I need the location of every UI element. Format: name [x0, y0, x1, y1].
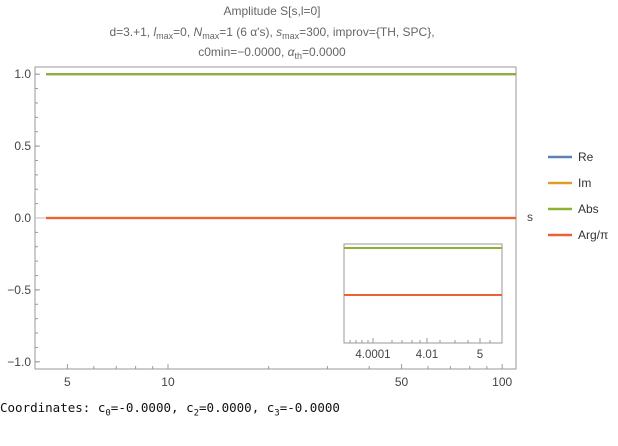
chart-title-line-1: Amplitude S[s,l=0] — [223, 4, 320, 18]
legend-label: Abs — [578, 202, 599, 216]
title-alpha-symbol: α — [288, 45, 296, 59]
c3-sub: 3 — [274, 408, 280, 419]
inset-x-tick-label: 4.01 — [416, 349, 438, 361]
c0-symbol: c — [97, 400, 106, 415]
inset-x-axis: 4.0001 4.01 5 — [349, 338, 491, 361]
coordinates-prefix: Coordinates: — [0, 400, 98, 415]
c0-value: =-0.0000, — [110, 400, 187, 415]
legend-label: Re — [578, 150, 594, 164]
c0-sub: 0 — [105, 408, 111, 419]
legend-label: Arg/π — [578, 228, 608, 242]
title-alpha-value: =0.0000 — [302, 45, 346, 59]
inset-frame — [343, 243, 503, 344]
y-tick-label: −1.0 — [7, 355, 31, 369]
title-lmax-symbol: l — [153, 25, 156, 39]
title-lmax-value: =0, — [173, 25, 193, 39]
inset-x-tick-label: 4.0001 — [355, 349, 390, 361]
title-d-part: d=3.+1, — [109, 25, 153, 39]
c2-symbol: c — [186, 400, 194, 415]
c3-value: =-0.0000 — [279, 400, 340, 415]
inset-series-group — [344, 247, 502, 296]
x-tick-label: 50 — [395, 375, 409, 389]
x-axis-label: s — [527, 210, 533, 224]
title-smax-symbol: s — [276, 25, 282, 39]
c2-sub: 2 — [193, 408, 200, 419]
c3-symbol: c — [266, 400, 275, 415]
x-tick-label: 5 — [64, 375, 71, 389]
coordinates-readout: Coordinates: c0=-0.0000, c2=0.0000, c3=-… — [0, 400, 340, 419]
inset-plot: 4.0001 4.01 5 — [343, 243, 503, 361]
main-series-group — [46, 73, 516, 220]
title-nmax-sub: max — [202, 31, 220, 41]
title-smax-value: =300, improv={TH, SPC}, — [299, 25, 434, 39]
c2-value: =0.0000, — [199, 400, 267, 415]
y-tick-label: −0.5 — [7, 283, 31, 297]
title-nmax-symbol: N — [194, 25, 203, 39]
y-tick-label: 1.0 — [14, 67, 31, 81]
chart-title-line-3: c0min=−0.0000, αth=0.0000 — [198, 45, 346, 61]
y-tick-label: 0.0 — [14, 211, 31, 225]
title-alpha-sub: th — [295, 51, 303, 61]
title-lmax-sub: max — [156, 31, 174, 41]
legend: Re Im Abs Arg/π — [548, 150, 608, 242]
chart-title-line-2: d=3.+1, lmax=0, Nmax=1 (6 α's), smax=300… — [109, 25, 434, 41]
y-tick-label: 0.5 — [14, 139, 31, 153]
inset-x-tick-label: 5 — [477, 349, 483, 361]
legend-label: Im — [578, 176, 591, 190]
x-tick-label: 100 — [492, 375, 512, 389]
x-tick-label: 10 — [161, 375, 175, 389]
title-smax-sub: max — [282, 31, 300, 41]
title-nmax-value: =1 (6 α's), — [219, 25, 276, 39]
amplitude-chart: Amplitude S[s,l=0] d=3.+1, lmax=0, Nmax=… — [7, 4, 608, 389]
title-c0min: c0min=−0.0000, — [198, 45, 287, 59]
